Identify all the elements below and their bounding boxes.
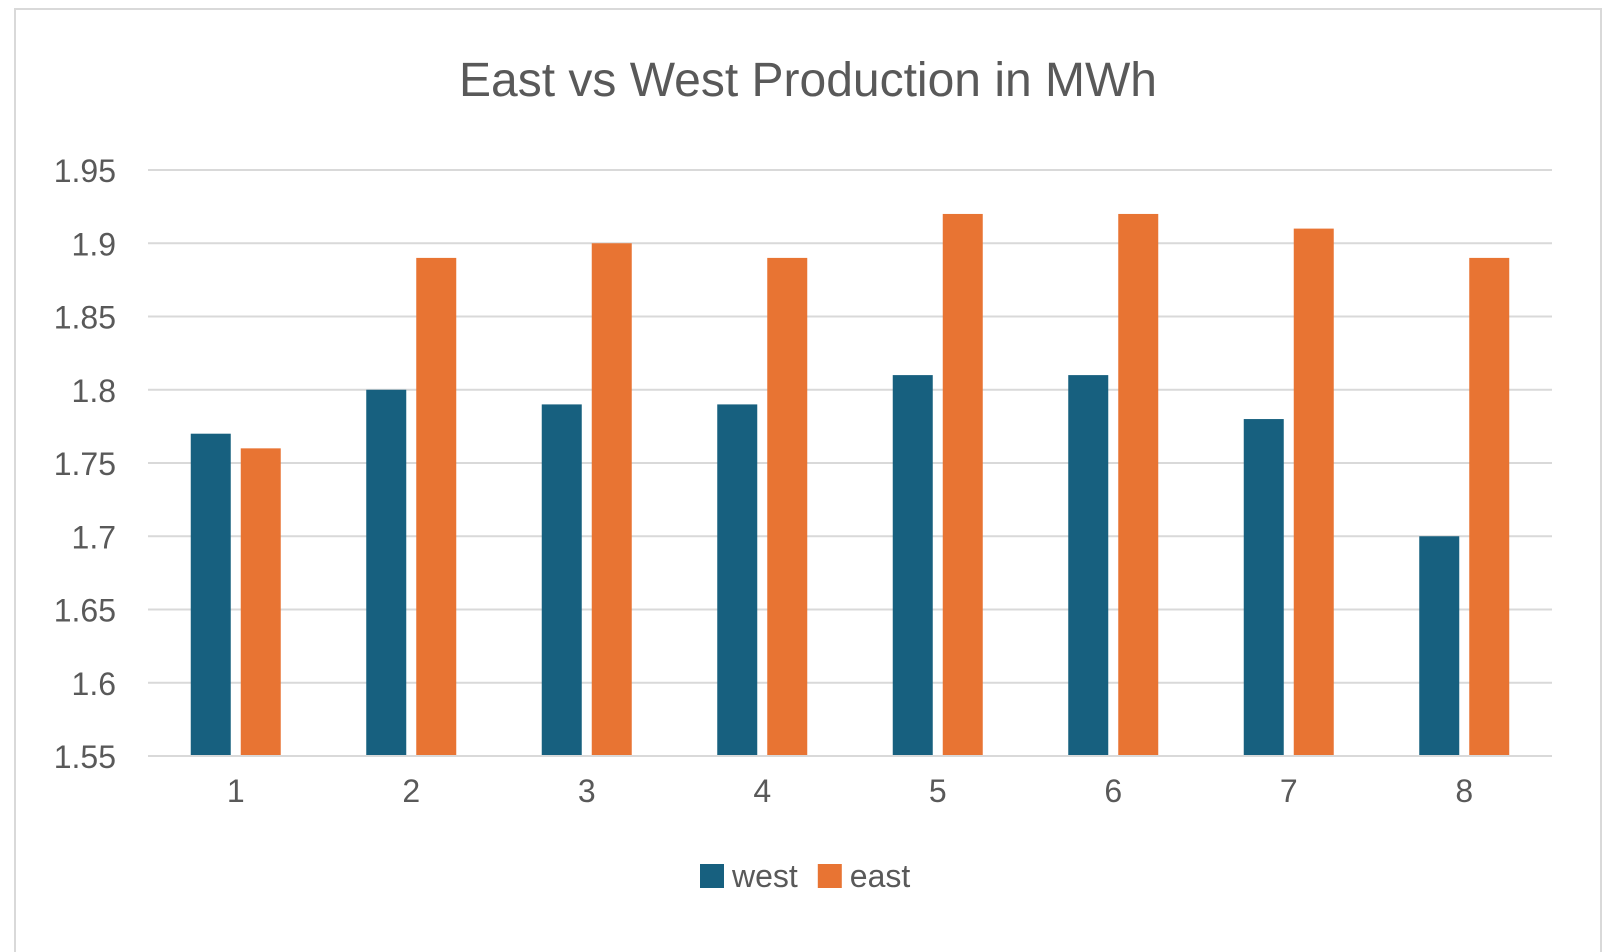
x-tick-label: 3 [578, 773, 596, 809]
legend-label-east: east [850, 858, 911, 894]
y-tick-label: 1.9 [72, 226, 116, 262]
bar-west-4 [717, 404, 758, 756]
bar-west-1 [190, 433, 231, 756]
x-tick-label: 1 [227, 773, 245, 809]
bar-west-3 [541, 404, 582, 756]
bar-west-2 [366, 389, 407, 756]
y-tick-label: 1.75 [54, 446, 116, 482]
y-tick-label: 1.6 [72, 666, 116, 702]
legend-label-west: west [731, 858, 798, 894]
x-tick-label: 8 [1455, 773, 1473, 809]
y-tick-label: 1.85 [54, 300, 116, 336]
bar-east-2 [416, 257, 457, 756]
bar-west-8 [1419, 536, 1460, 756]
bar-west-6 [1068, 375, 1109, 756]
legend-swatch-east [817, 864, 842, 888]
y-tick-label: 1.8 [72, 373, 116, 409]
bar-east-6 [1118, 213, 1159, 756]
x-tick-label: 5 [929, 773, 947, 809]
bar-west-7 [1243, 419, 1284, 756]
gridlines [148, 169, 1552, 757]
chart-title: East vs West Production in MWh [459, 54, 1157, 107]
x-tick-label: 6 [1104, 773, 1122, 809]
y-axis: 1.95 1.9 1.85 1.8 1.75 1.7 1.65 1.6 1.55 [54, 153, 116, 775]
bar-east-5 [942, 213, 983, 756]
x-tick-label: 7 [1280, 773, 1298, 809]
bar-east-8 [1469, 257, 1510, 756]
y-tick-label: 1.55 [54, 739, 116, 775]
bars [190, 213, 1510, 757]
x-tick-label: 4 [753, 773, 771, 809]
bar-east-4 [767, 257, 808, 756]
y-tick-label: 1.7 [72, 519, 116, 555]
legend-swatch-west [700, 864, 724, 888]
bar-east-1 [240, 448, 281, 756]
y-tick-label: 1.95 [54, 153, 116, 189]
bar-east-7 [1293, 228, 1334, 757]
x-tick-label: 2 [402, 773, 420, 809]
bar-west-5 [892, 375, 933, 756]
legend: west east [700, 858, 910, 894]
x-axis: 1 2 3 4 5 6 7 8 [148, 755, 1552, 809]
bar-east-3 [591, 243, 632, 756]
y-tick-label: 1.65 [54, 593, 116, 629]
